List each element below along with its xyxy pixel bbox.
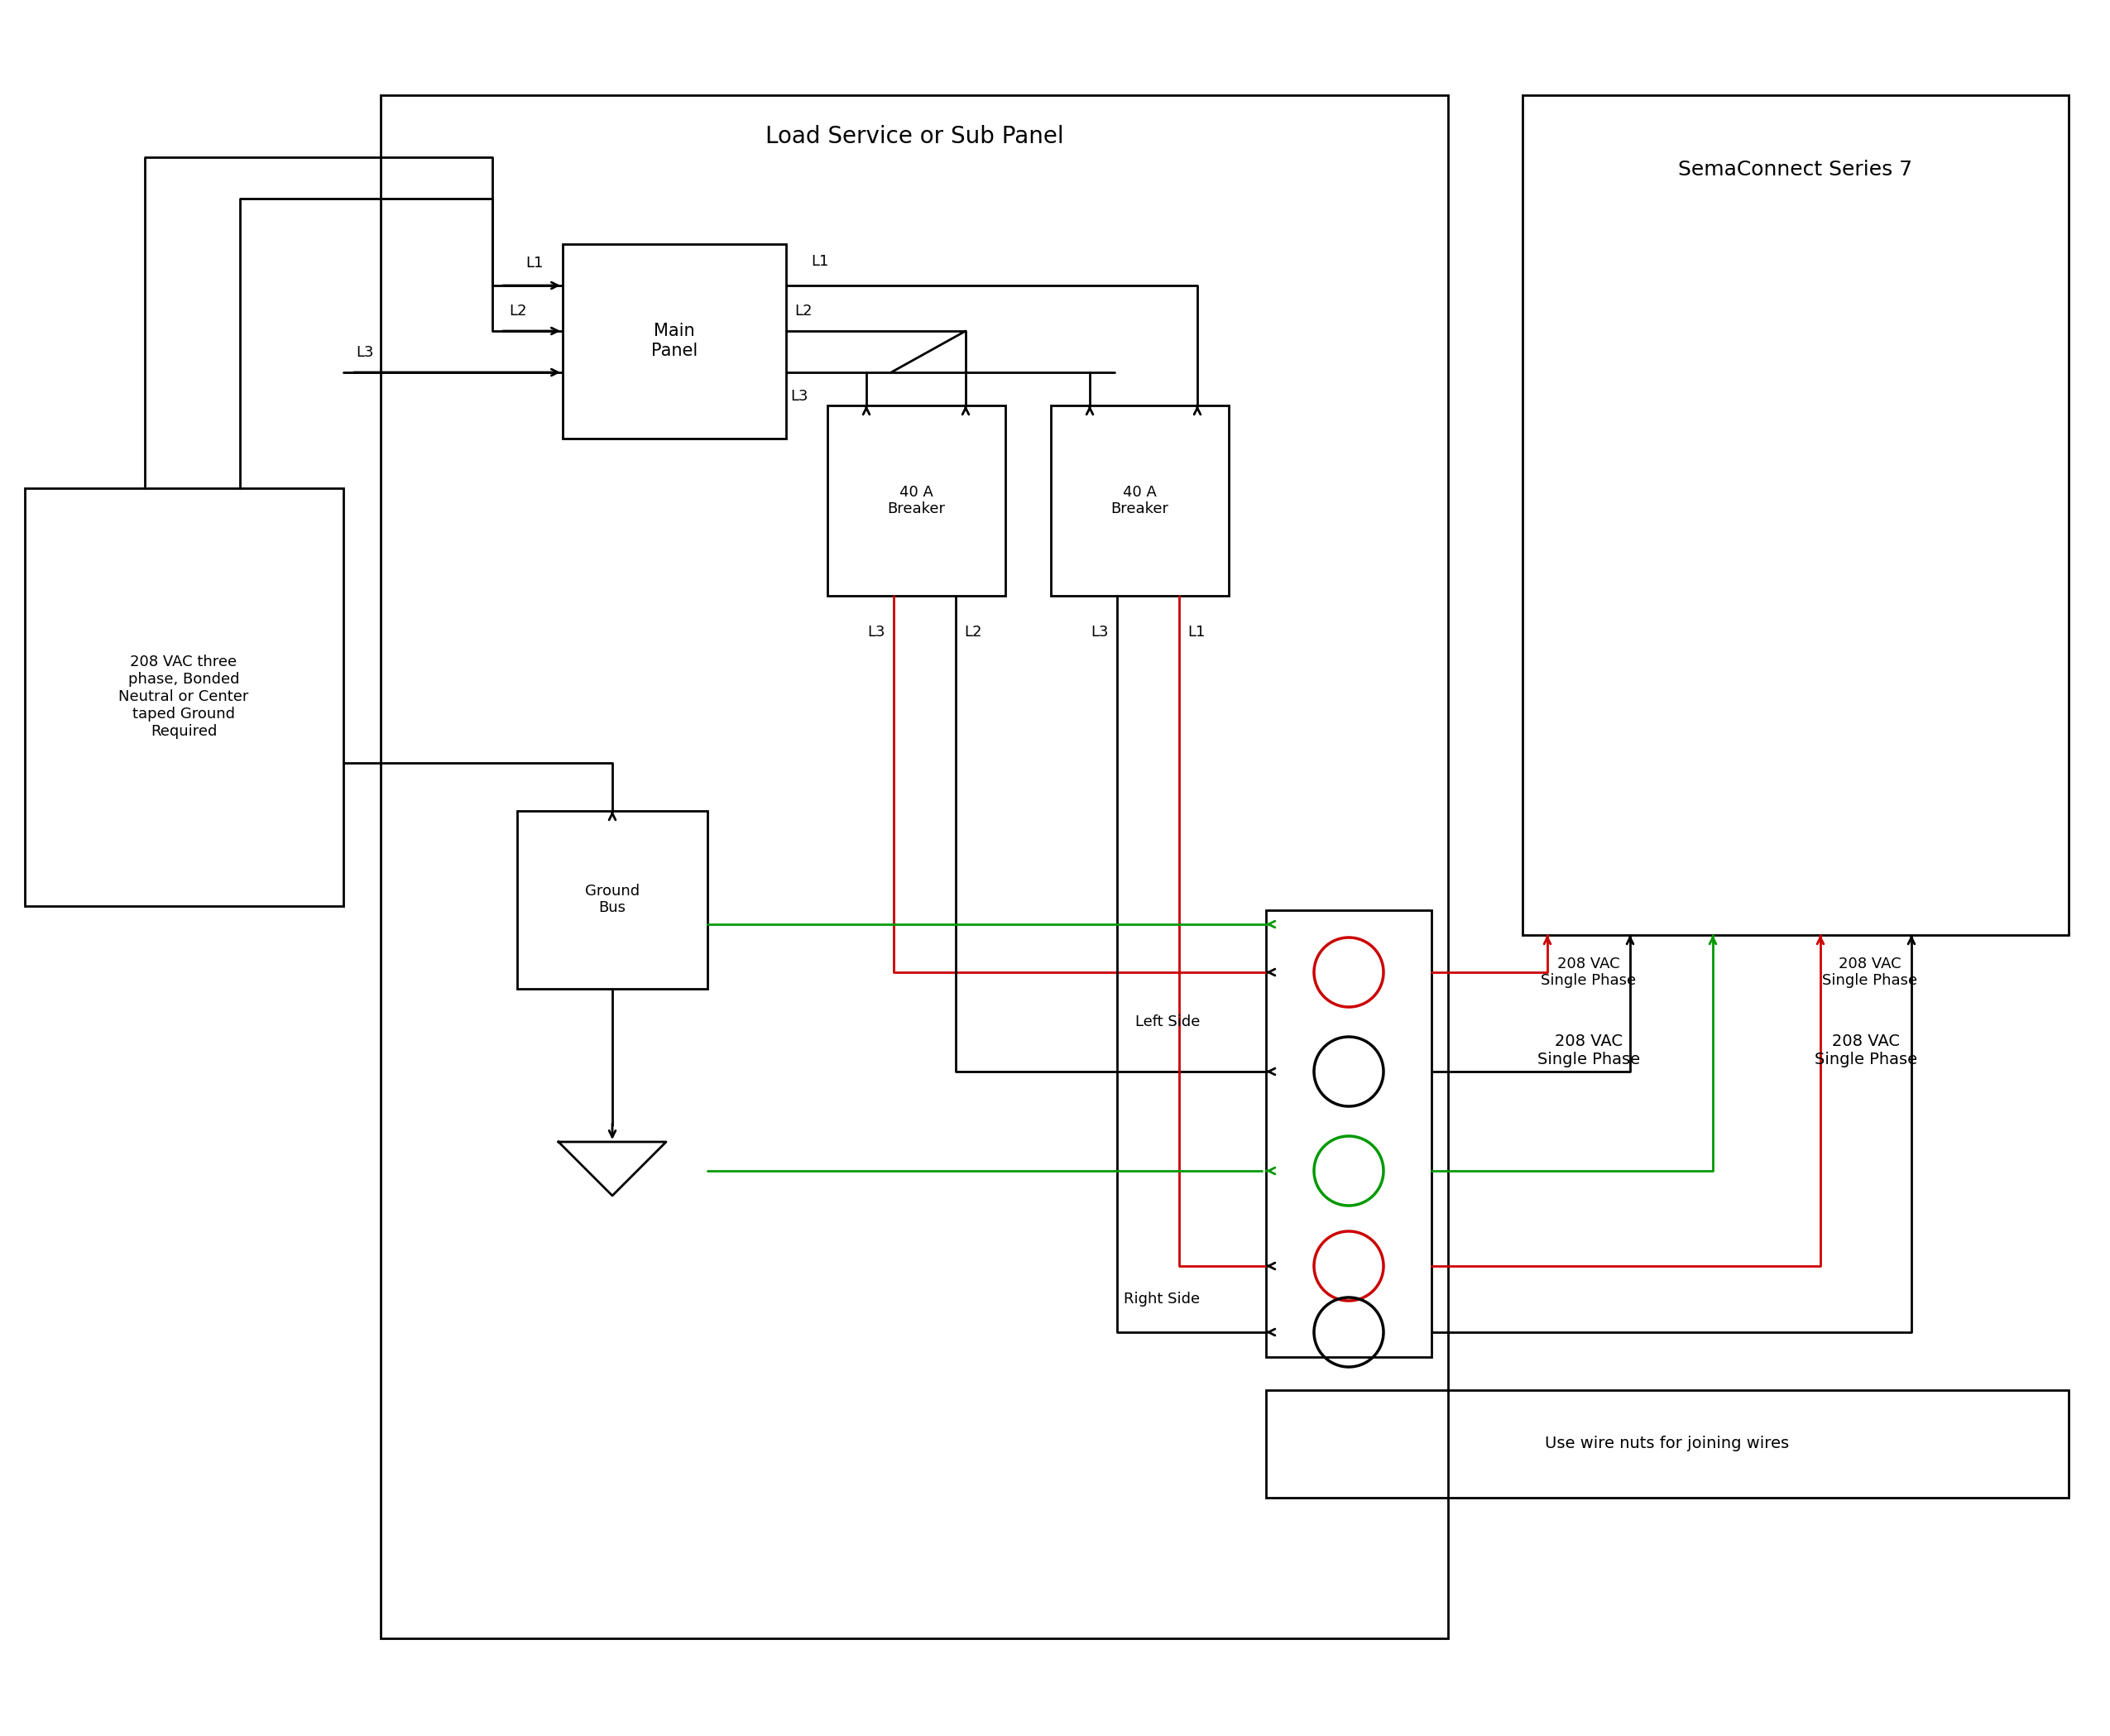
Text: L3: L3 xyxy=(1091,625,1108,639)
Bar xyxy=(517,811,707,990)
Text: Left Side: Left Side xyxy=(1135,1014,1201,1029)
Bar xyxy=(1523,95,2068,936)
Text: Use wire nuts for joining wires: Use wire nuts for joining wires xyxy=(1545,1436,1789,1451)
Text: L1: L1 xyxy=(810,253,829,269)
Bar xyxy=(1266,1391,2068,1498)
Text: Right Side: Right Side xyxy=(1123,1292,1201,1307)
Bar xyxy=(827,406,1004,595)
Bar xyxy=(25,488,344,906)
Bar xyxy=(1266,910,1431,1358)
Text: 208 VAC
Single Phase: 208 VAC Single Phase xyxy=(1815,1035,1918,1068)
Text: L2: L2 xyxy=(964,625,981,639)
Bar xyxy=(563,245,787,439)
Text: 40 A
Breaker: 40 A Breaker xyxy=(886,484,945,517)
Text: L3: L3 xyxy=(357,345,373,359)
Text: L3: L3 xyxy=(791,389,808,404)
Bar xyxy=(1051,406,1228,595)
Text: Main
Panel: Main Panel xyxy=(652,323,698,359)
Text: 40 A
Breaker: 40 A Breaker xyxy=(1110,484,1169,517)
Text: 208 VAC
Single Phase: 208 VAC Single Phase xyxy=(1540,957,1637,988)
Text: Ground
Bus: Ground Bus xyxy=(584,884,639,915)
Text: L1: L1 xyxy=(525,255,542,271)
Text: L3: L3 xyxy=(867,625,886,639)
Bar xyxy=(380,95,1447,1639)
Text: 208 VAC three
phase, Bonded
Neutral or Center
taped Ground
Required: 208 VAC three phase, Bonded Neutral or C… xyxy=(118,654,249,738)
Text: 208 VAC
Single Phase: 208 VAC Single Phase xyxy=(1823,957,1918,988)
Text: L2: L2 xyxy=(793,304,812,319)
Text: SemaConnect Series 7: SemaConnect Series 7 xyxy=(1677,160,1912,179)
Text: L1: L1 xyxy=(1188,625,1205,639)
Text: 208 VAC
Single Phase: 208 VAC Single Phase xyxy=(1538,1035,1639,1068)
Text: Load Service or Sub Panel: Load Service or Sub Panel xyxy=(766,125,1063,148)
Text: L2: L2 xyxy=(509,304,528,319)
